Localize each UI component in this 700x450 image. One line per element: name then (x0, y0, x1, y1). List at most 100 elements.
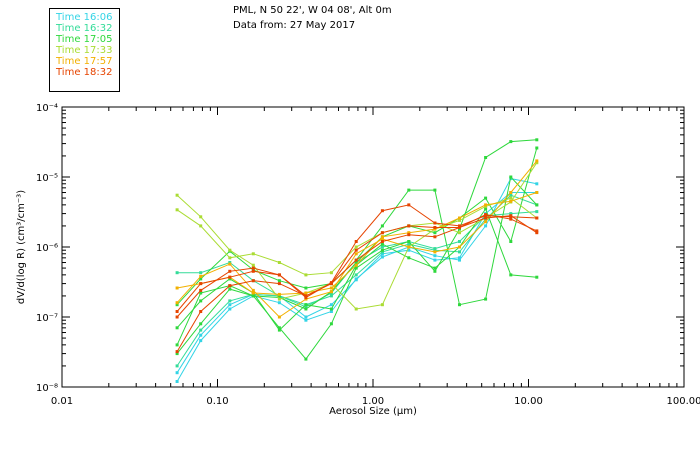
data-point (433, 254, 437, 258)
data-point (535, 138, 539, 142)
data-point (407, 224, 411, 228)
data-point (329, 303, 333, 307)
data-point (433, 188, 437, 192)
data-point (458, 226, 461, 229)
data-point (354, 248, 358, 252)
data-point (228, 275, 232, 279)
data-point (484, 220, 488, 224)
legend-box: Time 16:06 Time 16:32 Time 17:05 Time 17… (49, 8, 120, 92)
series-line (176, 214, 538, 352)
series-11 (175, 159, 539, 319)
data-point (458, 224, 461, 228)
y-tick-label: 10⁻⁶ (36, 243, 58, 254)
data-point (175, 364, 179, 368)
data-point (433, 266, 437, 270)
data-point (175, 380, 179, 383)
data-point (329, 290, 333, 294)
data-point (277, 326, 281, 330)
data-point (484, 207, 488, 211)
data-point (354, 258, 358, 262)
data-point (407, 203, 411, 207)
data-point (407, 245, 411, 249)
data-point (228, 303, 232, 307)
y-tick-label: 10⁻⁴ (36, 103, 58, 114)
data-point (199, 333, 203, 337)
data-point (509, 140, 513, 144)
data-point (380, 255, 384, 259)
data-point (175, 286, 179, 290)
data-point (329, 310, 333, 313)
data-point (304, 286, 308, 290)
y-tick-label: 10⁻⁷ (36, 313, 58, 324)
data-point (199, 224, 203, 228)
data-point (433, 269, 437, 273)
data-point (199, 328, 203, 332)
data-point (304, 303, 308, 307)
data-point (329, 307, 333, 311)
data-point (433, 231, 437, 235)
axis-ticks (61, 106, 685, 388)
data-point (407, 233, 411, 237)
data-point (277, 315, 281, 319)
data-point (175, 350, 179, 354)
data-point (251, 252, 255, 256)
data-point (228, 284, 232, 288)
data-point (509, 217, 513, 221)
series-5 (175, 138, 539, 361)
chart-header: PML, N 50 22', W 04 08', Alt 0m Data fro… (233, 3, 392, 33)
data-point (175, 193, 179, 197)
data-point (304, 296, 308, 299)
data-point (199, 322, 203, 326)
data-point (199, 310, 203, 313)
data-point (484, 156, 488, 159)
data-point (380, 248, 384, 252)
data-point (354, 245, 358, 249)
data-point (329, 282, 333, 286)
data-point (535, 182, 539, 186)
data-point (251, 269, 255, 273)
data-point (380, 303, 384, 307)
data-point (407, 242, 411, 246)
data-point (407, 240, 411, 243)
data-point (458, 231, 461, 235)
data-point (380, 209, 384, 213)
data-point (228, 307, 232, 311)
data-point (509, 191, 513, 194)
data-point (228, 248, 232, 252)
data-point (458, 216, 461, 220)
data-point (484, 203, 488, 207)
data-point (228, 299, 232, 303)
data-point (251, 291, 255, 295)
data-point (251, 263, 255, 267)
data-point (484, 216, 488, 220)
data-point (199, 274, 203, 278)
data-point (277, 297, 281, 301)
data-point (251, 266, 255, 270)
data-point (433, 226, 437, 229)
data-point (199, 339, 203, 343)
data-point (199, 215, 203, 219)
data-point (509, 196, 513, 200)
data-point (199, 282, 203, 286)
data-point (175, 343, 179, 347)
data-point (535, 159, 539, 163)
data-point (458, 256, 461, 260)
data-point (329, 294, 333, 298)
data-point (484, 224, 488, 228)
data-point (175, 352, 179, 356)
legend-entry-1705: Time 17:05 (56, 34, 113, 45)
x-tick-label: 1.00 (362, 396, 384, 407)
y-tick-label: 10⁻⁸ (36, 383, 58, 394)
legend-entry-1832: Time 18:32 (56, 67, 113, 78)
data-point (228, 269, 232, 273)
data-point (484, 214, 488, 218)
series-line (176, 160, 538, 318)
data-point (175, 271, 179, 275)
data-point (304, 305, 308, 309)
data-point (433, 248, 437, 252)
data-point (354, 266, 358, 270)
data-point (535, 210, 539, 214)
data-point (277, 292, 281, 296)
data-point (304, 273, 308, 277)
